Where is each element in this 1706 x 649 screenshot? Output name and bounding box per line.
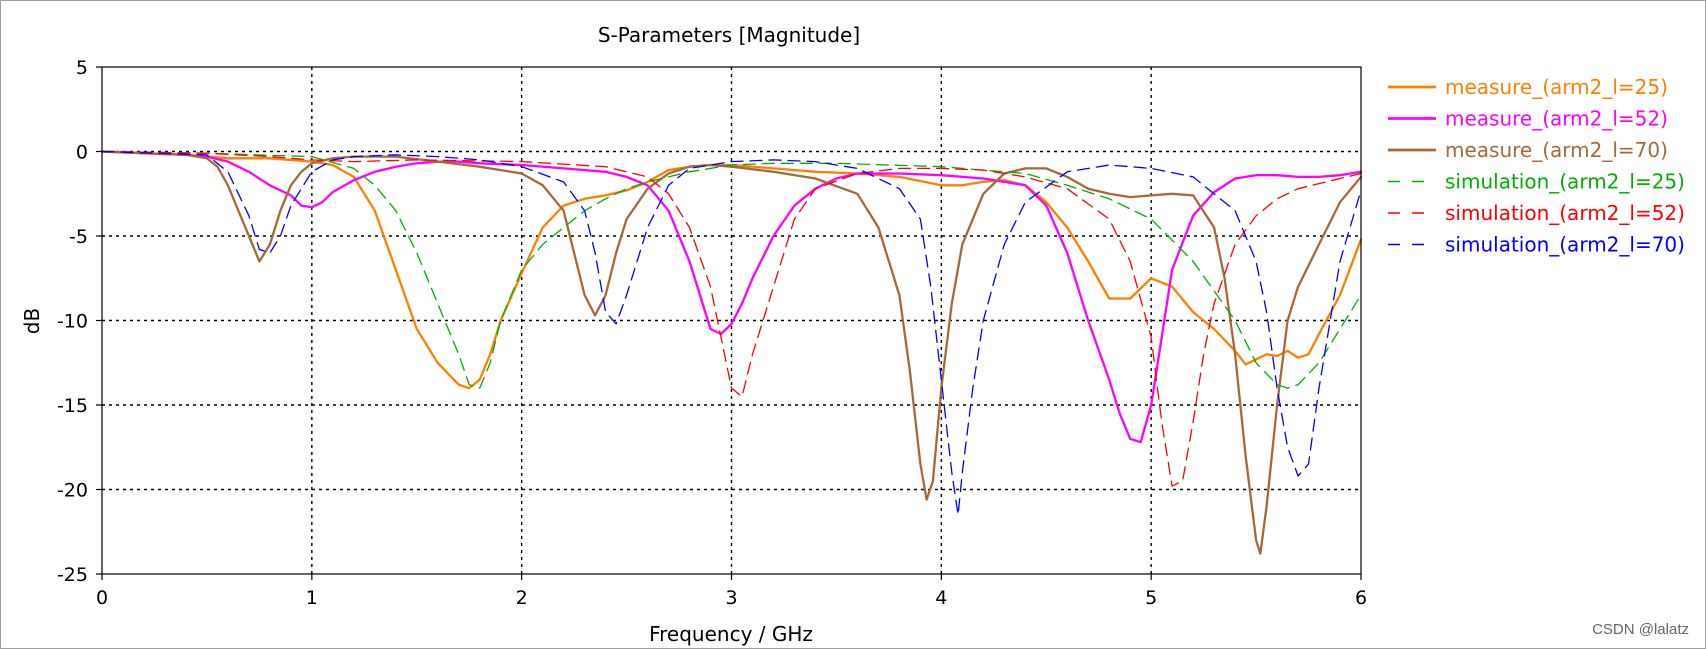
x-tick-label: 1 — [306, 587, 318, 609]
y-tick-label: -5 — [69, 226, 88, 248]
grid-layer — [102, 67, 1361, 574]
y-axis-label: dB — [20, 308, 44, 334]
y-tick-label: 5 — [76, 57, 88, 79]
legend-label-2: measure_(arm2_l=52) — [1445, 107, 1668, 131]
y-tick-label: -25 — [57, 564, 88, 586]
x-tick-label: 5 — [1145, 587, 1157, 609]
chart-title: S-Parameters [Magnitude] — [598, 23, 860, 47]
y-tick-label: -10 — [57, 311, 88, 333]
series-line-2 — [100, 150, 1363, 444]
x-axis-label: Frequency / GHz — [649, 622, 813, 646]
legend-label-4: simulation_(arm2_l=25) — [1445, 170, 1685, 194]
legend-label-3: measure_(arm2_l=70) — [1445, 138, 1668, 162]
series-line-3 — [100, 150, 1363, 555]
legend-label-6: simulation_(arm2_l=70) — [1445, 233, 1685, 257]
legend-label-1: measure_(arm2_l=25) — [1445, 75, 1668, 99]
x-tick-label: 3 — [725, 587, 737, 609]
series-line-4 — [101, 150, 1362, 389]
tick-layer: 0 1 2 3 4 5 6 5 0 -5 -10 -15 -20 -25 — [57, 57, 1367, 609]
series-line-5 — [101, 150, 1362, 487]
x-tick-label: 0 — [96, 587, 108, 609]
x-tick-label: 2 — [516, 587, 528, 609]
series-line-1 — [100, 150, 1363, 390]
y-tick-label: -20 — [57, 480, 88, 502]
series-line-6 — [101, 150, 1362, 516]
x-tick-label: 6 — [1355, 587, 1367, 609]
y-tick-label: 0 — [76, 142, 88, 164]
x-tick-label: 4 — [935, 587, 947, 609]
y-tick-label: -15 — [57, 395, 88, 417]
series-layer — [100, 150, 1363, 555]
legend-label-5: simulation_(arm2_l=52) — [1445, 201, 1685, 225]
watermark: CSDN @lalatz — [1592, 621, 1689, 638]
legend: measure_(arm2_l=25) measure_(arm2_l=52)me… — [1388, 75, 1685, 257]
